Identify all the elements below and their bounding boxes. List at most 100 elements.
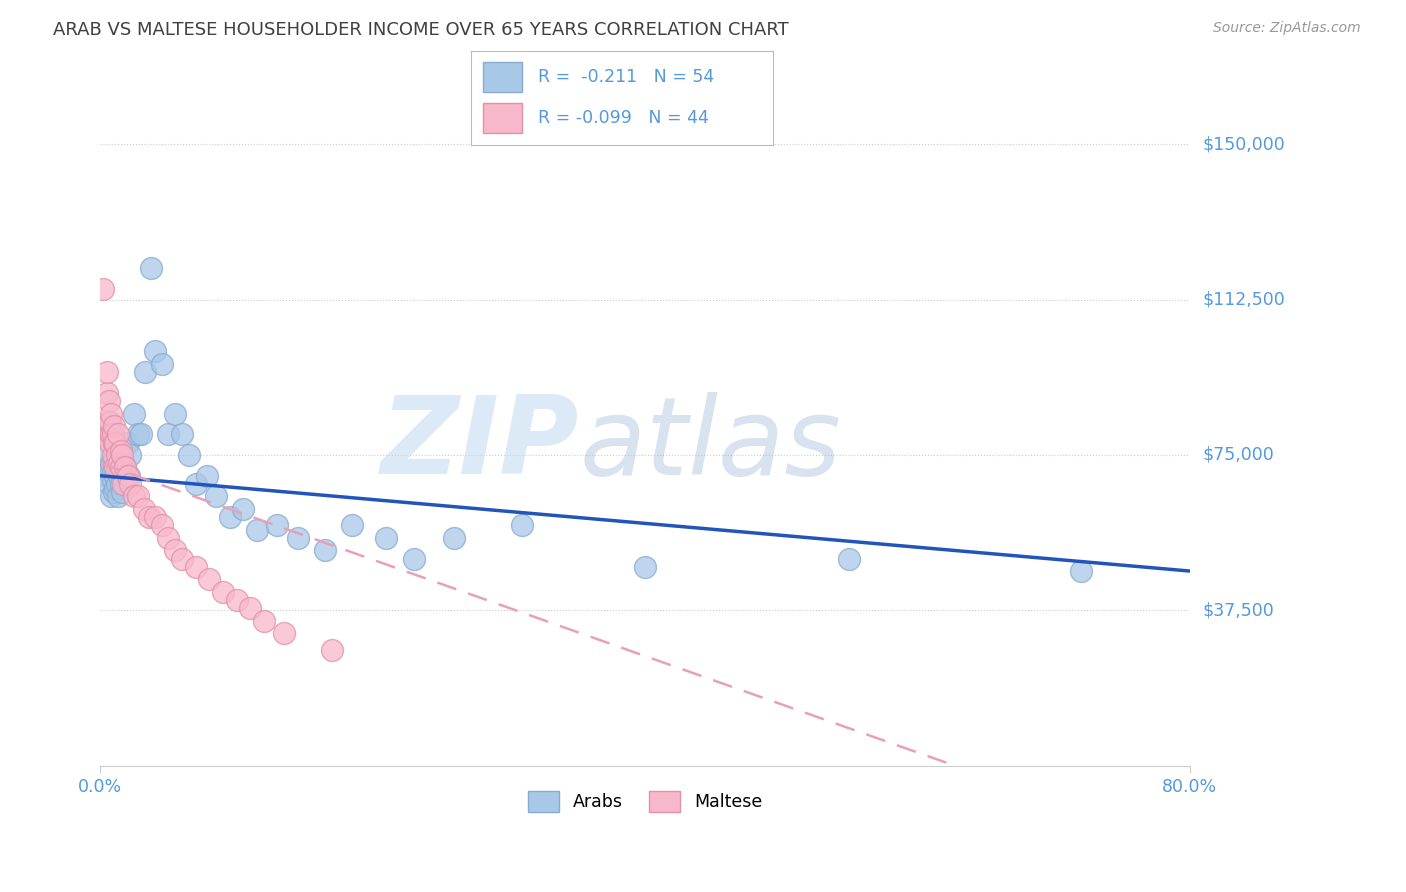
Bar — [484, 62, 523, 92]
Point — [110, 443, 132, 458]
Point — [103, 485, 125, 500]
Point — [103, 419, 125, 434]
Point — [512, 518, 534, 533]
Point — [342, 518, 364, 533]
Point — [120, 477, 142, 491]
Point — [94, 419, 117, 434]
Point — [105, 456, 128, 470]
Point — [232, 501, 254, 516]
Point — [100, 456, 122, 470]
Point — [105, 448, 128, 462]
Point — [165, 543, 187, 558]
Point — [100, 407, 122, 421]
Point — [101, 465, 124, 479]
Text: $150,000: $150,000 — [1202, 135, 1285, 153]
Text: $112,500: $112,500 — [1202, 291, 1285, 309]
Point — [97, 415, 120, 429]
Point — [184, 560, 207, 574]
Point — [118, 468, 141, 483]
Text: $75,000: $75,000 — [1202, 446, 1275, 464]
Point — [134, 365, 156, 379]
Point — [96, 385, 118, 400]
Point — [132, 501, 155, 516]
Point — [97, 394, 120, 409]
Point — [127, 490, 149, 504]
Point — [402, 551, 425, 566]
Text: Source: ZipAtlas.com: Source: ZipAtlas.com — [1213, 21, 1361, 35]
Point — [100, 490, 122, 504]
Point — [157, 427, 180, 442]
Point — [205, 490, 228, 504]
Point — [104, 468, 127, 483]
Point — [103, 435, 125, 450]
Point — [212, 584, 235, 599]
Point — [225, 593, 247, 607]
Point — [150, 518, 173, 533]
Point — [112, 477, 135, 491]
Point — [287, 531, 309, 545]
Point — [98, 460, 121, 475]
Point — [93, 427, 115, 442]
Text: atlas: atlas — [579, 392, 842, 497]
Point — [110, 460, 132, 475]
Point — [127, 427, 149, 442]
Point — [177, 448, 200, 462]
Point — [375, 531, 398, 545]
Point — [139, 261, 162, 276]
Point — [105, 477, 128, 491]
Point — [443, 531, 465, 545]
Point — [150, 357, 173, 371]
Point — [124, 490, 146, 504]
Point — [98, 415, 121, 429]
Point — [107, 427, 129, 442]
Text: R =  -0.211   N = 54: R = -0.211 N = 54 — [537, 68, 714, 86]
Point — [138, 510, 160, 524]
Point — [314, 543, 336, 558]
Point — [157, 531, 180, 545]
Point — [117, 468, 139, 483]
Point — [266, 518, 288, 533]
Point — [165, 407, 187, 421]
Point — [253, 614, 276, 628]
Point — [111, 448, 134, 462]
Point — [107, 460, 129, 475]
Point — [273, 626, 295, 640]
Text: ARAB VS MALTESE HOUSEHOLDER INCOME OVER 65 YEARS CORRELATION CHART: ARAB VS MALTESE HOUSEHOLDER INCOME OVER … — [53, 21, 789, 38]
Point — [96, 448, 118, 462]
Text: ZIP: ZIP — [381, 392, 579, 498]
Point — [634, 560, 657, 574]
Point — [103, 452, 125, 467]
Point — [112, 456, 135, 470]
Point — [195, 468, 218, 483]
Point — [101, 473, 124, 487]
Point — [120, 448, 142, 462]
Point — [91, 282, 114, 296]
Point — [98, 435, 121, 450]
Point — [96, 365, 118, 379]
Point — [98, 427, 121, 442]
Point — [114, 460, 136, 475]
Point — [104, 481, 127, 495]
Point — [111, 485, 134, 500]
Point — [104, 435, 127, 450]
Point — [108, 468, 131, 483]
Point — [170, 427, 193, 442]
Point — [97, 477, 120, 491]
Point — [1070, 564, 1092, 578]
Point — [94, 468, 117, 483]
Point — [124, 407, 146, 421]
Point — [129, 427, 152, 442]
Point — [100, 427, 122, 442]
Legend: Arabs, Maltese: Arabs, Maltese — [520, 784, 769, 819]
Point — [321, 642, 343, 657]
Point — [184, 477, 207, 491]
Point — [239, 601, 262, 615]
Text: $37,500: $37,500 — [1202, 601, 1275, 619]
Text: R = -0.099   N = 44: R = -0.099 N = 44 — [537, 110, 709, 128]
Point — [108, 456, 131, 470]
Point — [198, 572, 221, 586]
Point — [114, 460, 136, 475]
Point — [246, 523, 269, 537]
Bar — [484, 103, 523, 133]
Point — [107, 490, 129, 504]
